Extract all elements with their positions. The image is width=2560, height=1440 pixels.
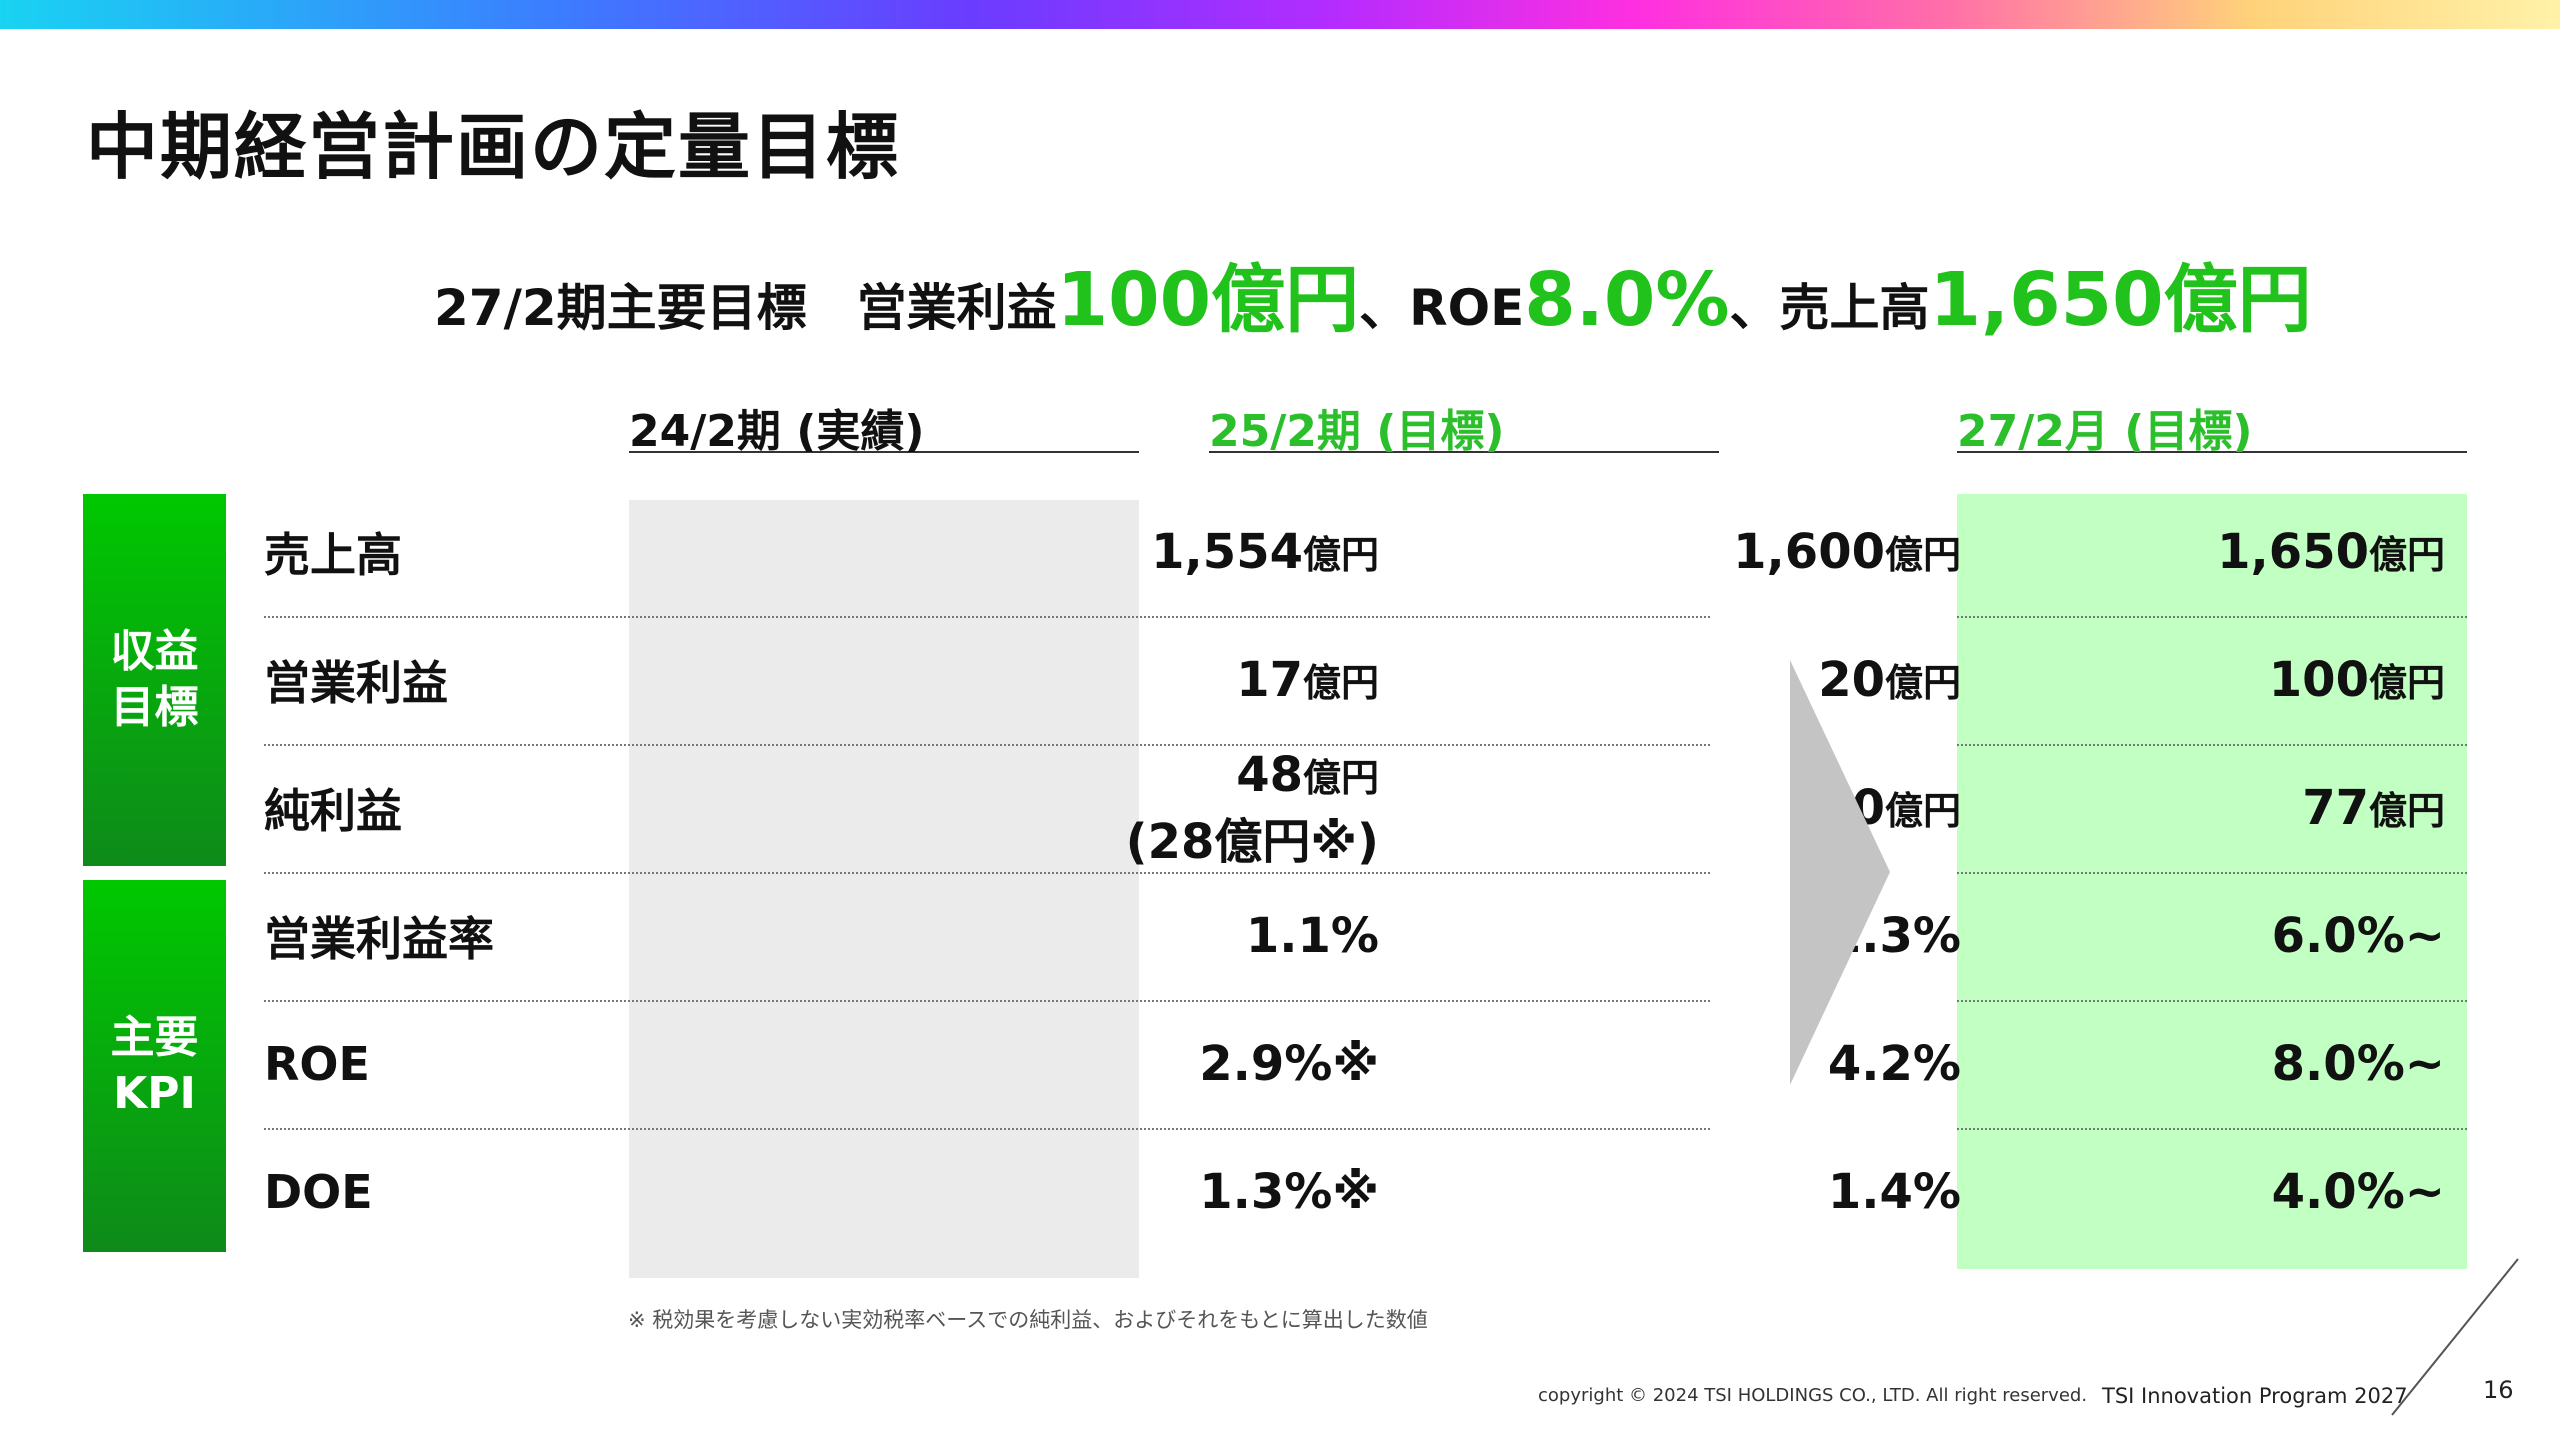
group-label-kpi-line2: KPI	[113, 1068, 196, 1119]
target27-value: 77億円	[1957, 744, 2467, 872]
value-number: 100	[2268, 652, 2369, 708]
value-number: 48	[1236, 746, 1303, 803]
actual-value: 17億円	[629, 616, 1379, 744]
row-divider	[264, 1000, 1710, 1002]
page-title: 中期経営計画の定量目標	[86, 105, 901, 189]
value-number: 1.4%	[1827, 1164, 1961, 1220]
table-row: 売上高 1,554億円 1,600億円	[264, 488, 1961, 616]
target25-value: 1.4%	[1209, 1128, 1961, 1256]
value-unit: 億円	[1884, 661, 1961, 705]
target-column-background	[1957, 494, 2467, 1269]
value-unit: 億円	[1302, 661, 1379, 705]
row-label: 純利益	[264, 784, 402, 838]
chevron-right-arrow-icon	[1790, 660, 1890, 1085]
target25-value: 4.2%	[1209, 1000, 1961, 1128]
value-unit: 億円	[2368, 533, 2445, 577]
value-number: 1.3%※	[1199, 1164, 1379, 1220]
value-number: 1,600	[1733, 524, 1885, 580]
row-divider	[264, 616, 1710, 618]
value-number: 1.1%	[1245, 908, 1379, 964]
value-number: 77	[2302, 780, 2369, 836]
row-divider	[1957, 744, 2467, 746]
group-label-kpi: 主要 KPI	[83, 880, 226, 1252]
value-number: 4.2%	[1827, 1036, 1961, 1092]
row-divider	[1957, 616, 2467, 618]
value-number: 6.0%~	[2271, 908, 2445, 964]
value-unit: 億円	[2368, 789, 2445, 833]
headline-sales: 1,650億円	[1929, 257, 2312, 343]
headline-roe: 8.0%	[1524, 257, 1730, 343]
row-divider	[1957, 1000, 2467, 1002]
value-unit: 億円	[1302, 755, 1379, 800]
value-number: 1,650	[2217, 524, 2369, 580]
value-number: 17	[1236, 652, 1303, 708]
row-label: 営業利益	[264, 656, 448, 710]
value-number: 4.0%~	[2271, 1164, 2445, 1220]
gradient-top-bar	[0, 0, 2560, 29]
table-row: 営業利益率 1.1% 1.3%	[264, 872, 1961, 1000]
group-label-revenue: 収益 目標	[83, 494, 226, 866]
page-number: 16	[2483, 1376, 2514, 1404]
row-divider	[264, 744, 1710, 746]
group-label-revenue-line1: 収益	[110, 626, 199, 677]
headline-sep-sales: 、売上高	[1729, 279, 1930, 337]
copyright: copyright © 2024 TSI HOLDINGS CO., LTD. …	[1538, 1385, 2088, 1406]
row-label: ROE	[264, 1037, 370, 1091]
table-row: DOE 1.3%※ 1.4%	[264, 1128, 1961, 1256]
target27-value: 6.0%~	[1957, 872, 2467, 1000]
row-label: 営業利益率	[264, 912, 494, 966]
actual-value: 48億円 (28億円※)	[629, 744, 1379, 872]
row-label: DOE	[264, 1165, 373, 1219]
actual-value: 1.3%※	[629, 1128, 1379, 1256]
target27-value: 4.0%~	[1957, 1128, 2467, 1256]
value-unit: 億円	[1884, 533, 1961, 577]
value-number: 2.9%※	[1199, 1036, 1379, 1092]
headline-sep-roe: 、ROE	[1359, 279, 1525, 337]
row-divider	[1957, 1128, 2467, 1130]
row-label: 売上高	[264, 528, 402, 582]
row-divider	[264, 872, 1710, 874]
program-name: TSI Innovation Program 2027	[2102, 1384, 2408, 1408]
value-number: 1,554	[1151, 524, 1303, 580]
table-row: 営業利益 17億円 20億円	[264, 616, 1961, 744]
row-divider	[1957, 872, 2467, 874]
headline-op-profit: 100億円	[1056, 257, 1360, 343]
decorative-slash-line	[2391, 1258, 2519, 1416]
value-unit: 億円	[1302, 533, 1379, 577]
actual-value: 1.1%	[629, 872, 1379, 1000]
target25-value: 20億円	[1209, 616, 1961, 744]
column-header-target-27: 27/2月 (目標)	[1957, 395, 2467, 457]
value-number: 8.0%~	[2271, 1036, 2445, 1092]
actual-value: 1,554億円	[629, 488, 1379, 616]
group-label-revenue-line2: 目標	[110, 682, 199, 733]
target27-value: 1,650億円	[1957, 488, 2467, 616]
table-row: ROE 2.9%※ 4.2%	[264, 1000, 1961, 1128]
headline-prefix: 27/2期主要目標 営業利益	[434, 279, 1057, 337]
table-row: 純利益 48億円 (28億円※) 40億円	[264, 744, 1961, 872]
footnote: ※ 税効果を考慮しない実効税率ベースでの純利益、およびそれをもとに算出した数値	[628, 1308, 1428, 1332]
group-label-kpi-line1: 主要	[110, 1012, 199, 1063]
actual-column-background	[629, 500, 1139, 1278]
value-unit: 億円	[2368, 661, 2445, 705]
column-header-target-25: 25/2期 (目標)	[1209, 395, 1719, 457]
value-number: 20	[1818, 652, 1885, 708]
row-divider	[264, 1128, 1710, 1130]
value-unit: 億円	[1884, 789, 1961, 833]
column-header-actual: 24/2期 (実績)	[629, 395, 1139, 457]
target25-value: 1,600億円	[1209, 488, 1961, 616]
actual-value: 2.9%※	[629, 1000, 1379, 1128]
headline: 27/2期主要目標 営業利益100億円、ROE8.0%、売上高1,650億円	[434, 240, 2312, 343]
value-note: (28億円※)	[1125, 813, 1379, 870]
target27-value: 8.0%~	[1957, 1000, 2467, 1128]
target27-value: 100億円	[1957, 616, 2467, 744]
